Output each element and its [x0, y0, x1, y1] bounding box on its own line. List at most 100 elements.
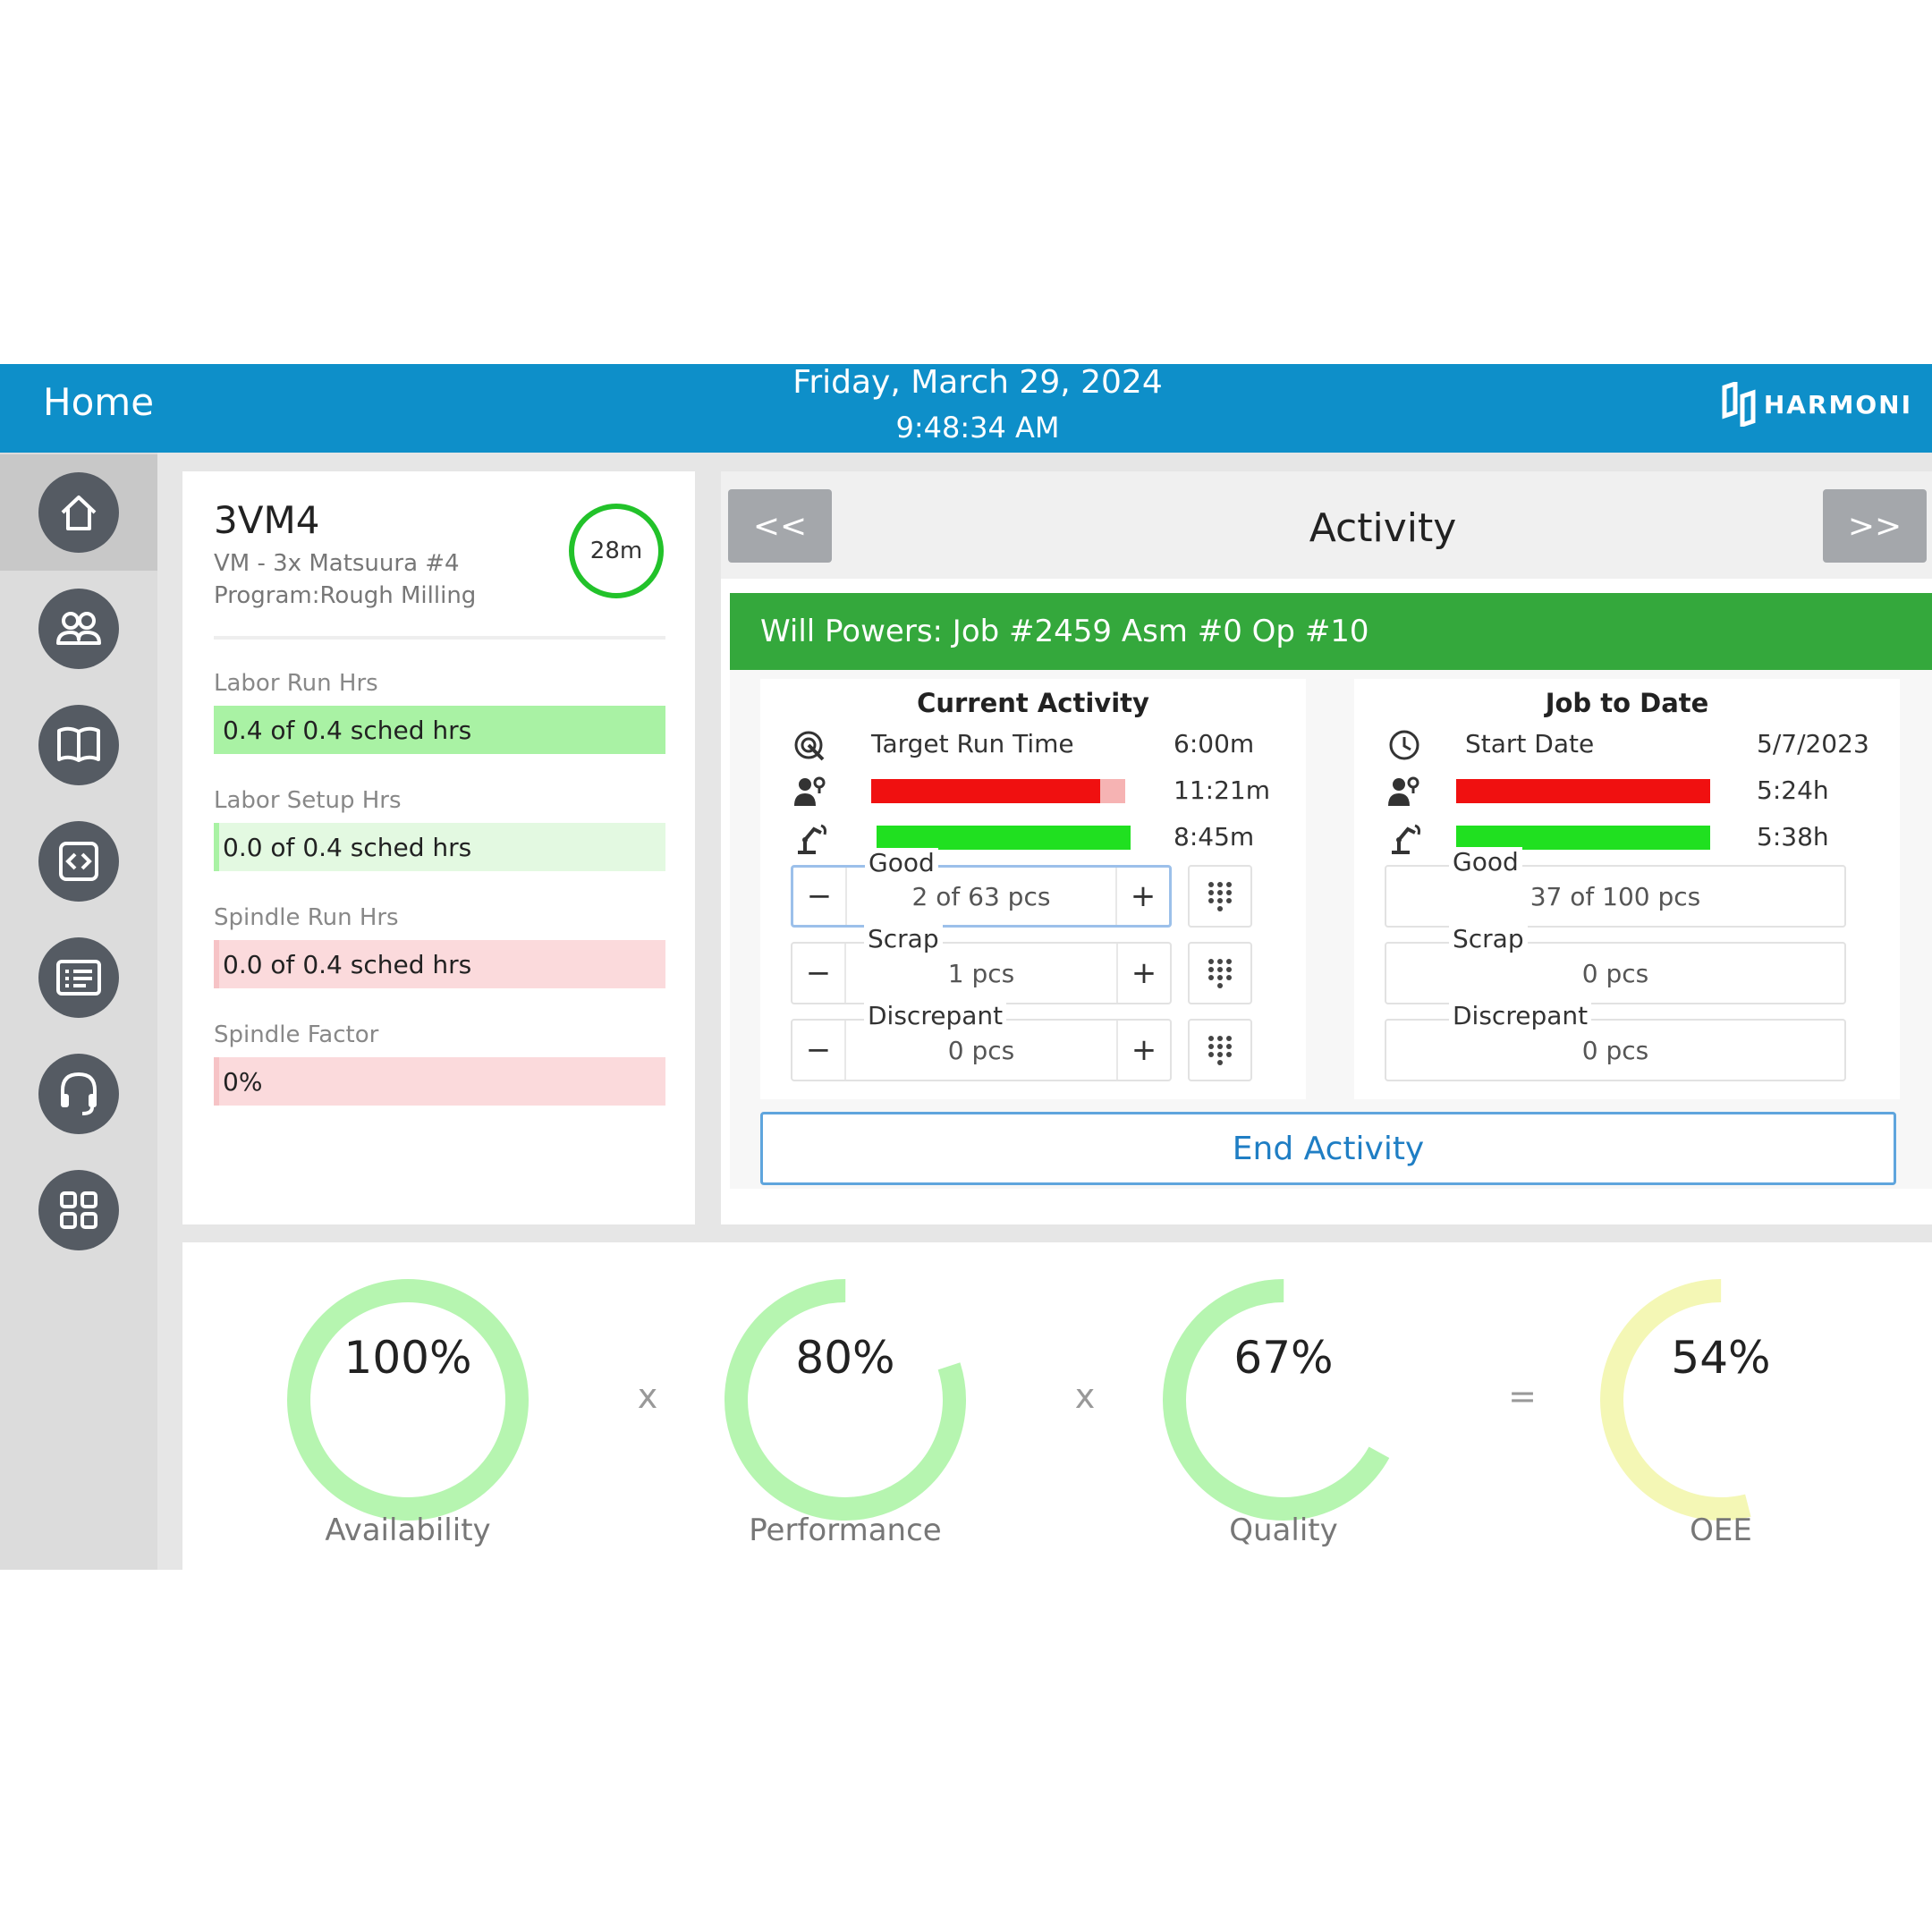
operator-icon	[794, 776, 826, 806]
users-icon	[38, 589, 119, 669]
sidebar-item-users[interactable]	[0, 571, 157, 687]
next-button[interactable]: >>	[1823, 489, 1927, 563]
labor-time-bar	[871, 779, 1100, 803]
activity-panel: << Activity >> Will Powers: Job #2459 As…	[721, 471, 1932, 1224]
code-icon	[38, 821, 119, 902]
labor-time-value: 11:21m	[1174, 775, 1270, 805]
clock-icon	[1389, 730, 1419, 760]
quality-value: 67%	[1233, 1332, 1334, 1384]
metric-bar-labor-run: 0.4 of 0.4 sched hrs	[214, 706, 665, 754]
availability-value: 100%	[343, 1332, 472, 1384]
home-icon	[38, 472, 119, 553]
quality-gauge-arc	[1163, 1279, 1404, 1521]
top-header: Home Friday, March 29, 2024 9:48:34 AM H…	[0, 364, 1932, 453]
sidebar-item-apps[interactable]	[0, 1152, 157, 1268]
good-label: Good	[865, 848, 938, 878]
headset-icon	[38, 1054, 119, 1134]
jtd-scrap-label: Scrap	[1449, 924, 1528, 954]
metric-bar-spindle-run: 0.0 of 0.4 sched hrs	[214, 940, 665, 988]
machine-name: 3VM4	[214, 498, 320, 542]
oee-value: 54%	[1671, 1332, 1771, 1384]
jtd-labor-time-value: 5:24h	[1757, 775, 1829, 805]
book-icon	[38, 705, 119, 785]
discrepant-stepper[interactable]: Discrepant 0 pcs − +	[791, 1001, 1172, 1081]
sidebar-item-programs[interactable]	[0, 803, 157, 919]
keypad-icon	[1208, 882, 1232, 911]
availability-gauge-arc	[287, 1279, 529, 1521]
jtd-machine-time-bar	[1456, 826, 1710, 850]
jtd-machine-time-row: 5:38h	[1354, 817, 1900, 856]
good-keypad-button[interactable]	[1188, 865, 1252, 928]
prev-button[interactable]: <<	[728, 489, 832, 563]
scrap-keypad-button[interactable]	[1188, 942, 1252, 1004]
machine-program: Program:Rough Milling	[214, 582, 477, 609]
job-banner: Will Powers: Job #2459 Asm #0 Op #10	[730, 593, 1932, 670]
grid-icon	[38, 1170, 119, 1250]
target-icon	[794, 731, 825, 761]
machine-time-row: 8:45m	[760, 817, 1306, 856]
scrap-increment-button[interactable]: +	[1116, 944, 1170, 1003]
jtd-discrepant-value: 0 pcs	[1581, 1035, 1649, 1065]
keypad-icon	[1208, 959, 1232, 988]
current-activity-column: Current Activity Target Run Time 6:00m 1…	[760, 679, 1306, 1099]
harmoni-logo: HARMONI	[1719, 382, 1912, 427]
jtd-good-field: Good 37 of 100 pcs	[1385, 847, 1846, 928]
discrepant-decrement-button[interactable]: −	[792, 1021, 846, 1080]
header-date: Friday, March 29, 2024	[792, 364, 1163, 401]
sidebar-item-docs[interactable]	[0, 687, 157, 803]
machine-card: 3VM4 VM - 3x Matsuura #4 Program:Rough M…	[182, 471, 695, 1224]
start-date-value: 5/7/2023	[1757, 729, 1869, 758]
discrepant-label: Discrepant	[864, 1001, 1007, 1031]
jtd-good-label: Good	[1449, 847, 1522, 877]
jtd-labor-time-row: 5:24h	[1354, 770, 1900, 809]
performance-value: 80%	[795, 1332, 895, 1384]
robot-arm-icon	[1392, 824, 1420, 854]
scrap-label: Scrap	[864, 924, 943, 954]
good-stepper[interactable]: Good 2 of 63 pcs − +	[791, 848, 1172, 928]
good-value: 2 of 63 pcs	[911, 881, 1051, 911]
availability-label: Availability	[325, 1513, 491, 1548]
elapsed-timer: 28m	[569, 504, 664, 598]
page-title: Home	[43, 380, 155, 424]
target-run-row: Target Run Time 6:00m	[760, 724, 1306, 763]
labor-time-row: 11:21m	[760, 770, 1306, 809]
activity-title: Activity	[1309, 505, 1457, 551]
jtd-machine-time-value: 5:38h	[1757, 822, 1829, 852]
current-activity-title: Current Activity	[917, 688, 1149, 718]
jtd-labor-time-bar	[1456, 779, 1710, 803]
scrap-decrement-button[interactable]: −	[792, 944, 846, 1003]
scrap-value: 1 pcs	[947, 958, 1015, 988]
discrepant-keypad-button[interactable]	[1188, 1019, 1252, 1081]
oee-gauge-arc	[1600, 1279, 1842, 1521]
metric-bar-spindle-factor: 0%	[214, 1057, 665, 1106]
sidebar-item-reports[interactable]	[0, 919, 157, 1036]
good-decrement-button[interactable]: −	[793, 868, 847, 925]
harmoni-logo-icon	[1722, 382, 1756, 427]
jtd-discrepant-label: Discrepant	[1449, 1001, 1592, 1031]
oee-label: OEE	[1690, 1513, 1752, 1548]
performance-label: Performance	[749, 1513, 942, 1548]
equals-sign: =	[1508, 1377, 1537, 1416]
quality-gauge	[1163, 1279, 1404, 1521]
job-to-date-title: Job to Date	[1545, 688, 1709, 718]
target-run-label: Target Run Time	[871, 729, 1074, 758]
quality-label: Quality	[1229, 1513, 1338, 1548]
scrap-stepper[interactable]: Scrap 1 pcs − +	[791, 924, 1172, 1004]
sidebar-item-home[interactable]	[0, 454, 157, 571]
oee-panel: 100% Availability x 80% Performance x 67…	[182, 1242, 1932, 1570]
jtd-scrap-value: 0 pcs	[1581, 958, 1649, 988]
metric-bar-labor-setup: 0.0 of 0.4 sched hrs	[214, 823, 665, 871]
keypad-icon	[1208, 1036, 1232, 1065]
jtd-good-value: 37 of 100 pcs	[1530, 881, 1701, 911]
sidebar	[0, 453, 157, 1570]
sidebar-item-support[interactable]	[0, 1036, 157, 1152]
end-activity-button[interactable]: End Activity	[760, 1112, 1896, 1185]
activity-header: << Activity >>	[721, 471, 1932, 579]
operator-icon	[1388, 776, 1419, 806]
discrepant-increment-button[interactable]: +	[1116, 1021, 1170, 1080]
performance-gauge	[724, 1279, 966, 1521]
target-run-value: 6:00m	[1174, 729, 1255, 758]
metric-label-spindle-factor: Spindle Factor	[214, 1021, 379, 1048]
app-screen: Home Friday, March 29, 2024 9:48:34 AM H…	[0, 364, 1932, 1570]
good-increment-button[interactable]: +	[1115, 868, 1169, 925]
